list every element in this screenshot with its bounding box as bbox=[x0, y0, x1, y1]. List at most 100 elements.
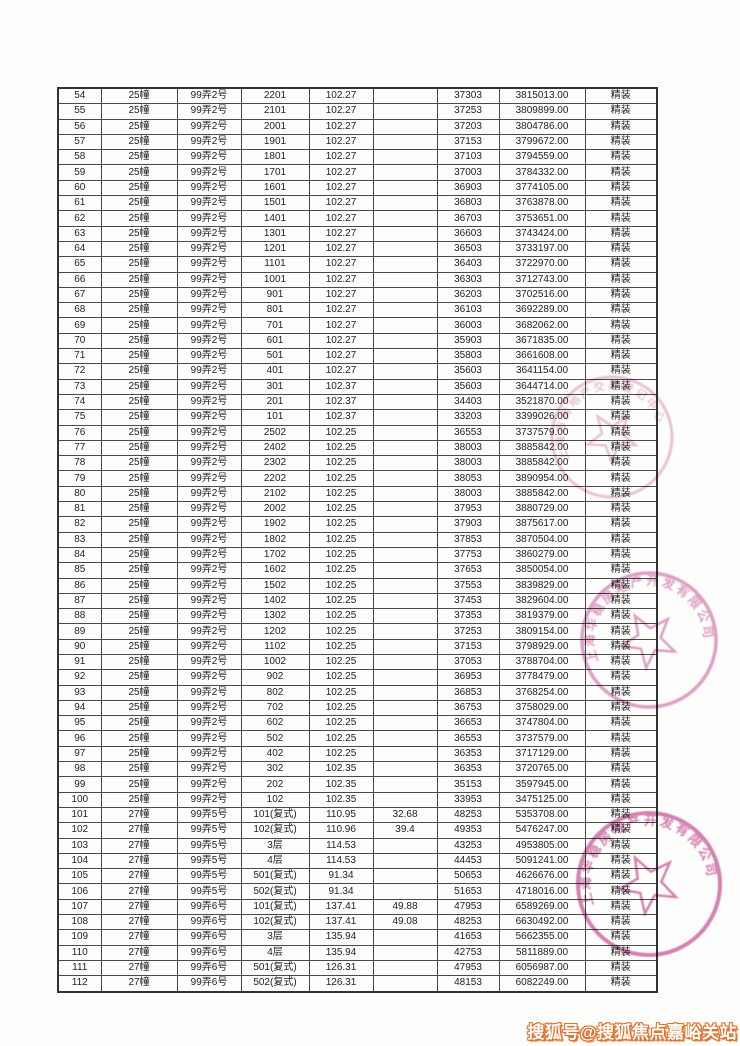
table-row: 91 25幢 99弄2号 1002 102.25 37053 3788704.00 精装 bbox=[57, 653, 658, 671]
table-cell-building: 25幢 bbox=[100, 195, 178, 212]
table-row: 73 25幢 99弄2号 301 102.37 35603 3644714.00 精装 bbox=[57, 378, 658, 395]
table-cell-unit_price: 38053 bbox=[436, 470, 500, 487]
table-cell-total_price: 4953805.00 bbox=[498, 837, 586, 854]
table-cell-address: 99弄2号 bbox=[176, 409, 242, 426]
table-cell-building: 25幢 bbox=[100, 409, 178, 426]
table-cell-extra_area: 49.08 bbox=[372, 914, 438, 931]
table-cell-area: 102.37 bbox=[308, 378, 374, 395]
table-cell-building: 25幢 bbox=[100, 348, 178, 365]
table-row: 72 25幢 99弄2号 401 102.27 35603 3641154.00 精装 bbox=[57, 363, 658, 380]
table-cell-building: 25幢 bbox=[100, 179, 178, 197]
table-cell-index: 74 bbox=[57, 393, 102, 411]
table-cell-address: 99弄2号 bbox=[176, 286, 242, 304]
table-cell-address: 99弄5号 bbox=[176, 822, 242, 839]
table-cell-address: 99弄2号 bbox=[176, 577, 242, 594]
table-cell-unit_price: 37053 bbox=[436, 653, 500, 671]
table-cell-area: 102.27 bbox=[308, 133, 374, 151]
table-cell-extra_area bbox=[372, 776, 438, 793]
table-cell-address: 99弄2号 bbox=[176, 439, 242, 457]
table-cell-decoration: 精装 bbox=[584, 179, 658, 197]
table-cell-area: 110.96 bbox=[308, 822, 374, 839]
table-row: 58 25幢 99弄2号 1801 102.27 37103 3794559.00 精装 bbox=[57, 149, 658, 166]
table-cell-unit: 1901 bbox=[240, 133, 310, 151]
table-cell-building: 25幢 bbox=[100, 470, 178, 487]
table-cell-index: 58 bbox=[57, 149, 102, 166]
table-cell-unit: 1501 bbox=[240, 195, 310, 212]
table-cell-unit_price: 36903 bbox=[436, 179, 500, 197]
table-cell-index: 57 bbox=[57, 133, 102, 151]
table-cell-area: 102.25 bbox=[308, 715, 374, 732]
table-cell-extra_area bbox=[372, 699, 438, 717]
table-cell-decoration: 精装 bbox=[584, 501, 658, 518]
table-row: 61 25幢 99弄2号 1501 102.27 36803 3763878.00 精装 bbox=[57, 195, 658, 212]
table-row: 87 25幢 99弄2号 1402 102.25 37453 3829604.00 精装 bbox=[57, 592, 658, 610]
table-cell-decoration: 精装 bbox=[584, 118, 658, 135]
table-row: 89 25幢 99弄2号 1202 102.25 37253 3809154.00 精装 bbox=[57, 623, 658, 640]
table-cell-decoration: 精装 bbox=[584, 455, 658, 472]
table-cell-extra_area bbox=[372, 852, 438, 870]
table-cell-decoration: 精装 bbox=[584, 929, 658, 946]
table-cell-index: 83 bbox=[57, 531, 102, 548]
table-cell-area: 102.27 bbox=[308, 164, 374, 181]
table-row: 105 27幢 99弄5号 501(复式) 91.34 50653 4626676.00 精装 bbox=[57, 868, 658, 885]
table-cell-total_price: 3644714.00 bbox=[498, 378, 586, 395]
table-cell-total_price: 3784332.00 bbox=[498, 164, 586, 181]
table-cell-unit: 201 bbox=[240, 393, 310, 411]
table-cell-unit: 4层 bbox=[240, 852, 310, 870]
table-cell-unit: 1101 bbox=[240, 256, 310, 273]
table-cell-decoration: 精装 bbox=[584, 546, 658, 564]
table-cell-total_price: 6589269.00 bbox=[498, 898, 586, 916]
watermark-sohu: 搜狐号@搜狐焦点嘉峪关站 bbox=[527, 1023, 737, 1042]
table-cell-total_price: 3597945.00 bbox=[498, 776, 586, 793]
table-cell-index: 96 bbox=[57, 730, 102, 747]
table-cell-unit_price: 36503 bbox=[436, 240, 500, 258]
table-cell-unit: 1002 bbox=[240, 653, 310, 671]
table-cell-extra_area bbox=[372, 87, 438, 105]
table-cell-building: 25幢 bbox=[100, 103, 178, 120]
table-cell-extra_area bbox=[372, 531, 438, 548]
table-cell-unit_price: 38003 bbox=[436, 455, 500, 472]
table-cell-unit_price: 37153 bbox=[436, 133, 500, 151]
table-cell-address: 99弄6号 bbox=[176, 975, 242, 993]
table-cell-total_price: 3737579.00 bbox=[498, 730, 586, 747]
table-cell-total_price: 3682062.00 bbox=[498, 317, 586, 334]
table-row: 75 25幢 99弄2号 101 102.37 33203 3399026.00 精装 bbox=[57, 409, 658, 426]
table-cell-area: 137.41 bbox=[308, 898, 374, 916]
table-cell-index: 78 bbox=[57, 455, 102, 472]
table-cell-decoration: 精装 bbox=[584, 317, 658, 334]
table-cell-decoration: 精装 bbox=[584, 806, 658, 824]
table-cell-decoration: 精装 bbox=[584, 852, 658, 870]
table-cell-unit_price: 35903 bbox=[436, 332, 500, 350]
table-cell-area: 102.25 bbox=[308, 745, 374, 763]
table-cell-extra_area bbox=[372, 317, 438, 334]
table-cell-address: 99弄2号 bbox=[176, 638, 242, 655]
table-cell-total_price: 3788704.00 bbox=[498, 653, 586, 671]
table-cell-extra_area bbox=[372, 592, 438, 610]
table-row: 79 25幢 99弄2号 2202 102.25 38053 3890954.00 精装 bbox=[57, 470, 658, 487]
table-row: 111 27幢 99弄6号 501(复式) 126.31 47953 6056987.00 精… bbox=[57, 959, 658, 977]
table-cell-total_price: 3890954.00 bbox=[498, 470, 586, 487]
table-cell-decoration: 精装 bbox=[584, 669, 658, 686]
table-cell-index: 107 bbox=[57, 898, 102, 916]
table-cell-address: 99弄2号 bbox=[176, 592, 242, 610]
table-cell-index: 97 bbox=[57, 745, 102, 763]
table-cell-building: 25幢 bbox=[100, 363, 178, 380]
table-row: 93 25幢 99弄2号 802 102.25 36853 3768254.00 精装 bbox=[57, 684, 658, 701]
table-cell-index: 104 bbox=[57, 852, 102, 870]
table-cell-area: 102.35 bbox=[308, 791, 374, 808]
table-cell-area: 102.35 bbox=[308, 776, 374, 793]
table-row: 84 25幢 99弄2号 1702 102.25 37753 3860279.00 精装 bbox=[57, 546, 658, 564]
table-cell-address: 99弄2号 bbox=[176, 256, 242, 273]
table-cell-extra_area bbox=[372, 745, 438, 763]
table-cell-unit: 102(复式) bbox=[240, 914, 310, 931]
table-cell-index: 72 bbox=[57, 363, 102, 380]
table-cell-building: 27幢 bbox=[100, 959, 178, 977]
table-cell-decoration: 精装 bbox=[584, 302, 658, 319]
table-cell-unit_price: 37253 bbox=[436, 103, 500, 120]
table-cell-index: 90 bbox=[57, 638, 102, 655]
table-cell-total_price: 3717129.00 bbox=[498, 745, 586, 763]
table-row: 59 25幢 99弄2号 1701 102.27 37003 3784332.00 精装 bbox=[57, 164, 658, 181]
table-cell-decoration: 精装 bbox=[584, 653, 658, 671]
table-cell-area: 135.94 bbox=[308, 944, 374, 961]
table-cell-unit: 1601 bbox=[240, 179, 310, 197]
